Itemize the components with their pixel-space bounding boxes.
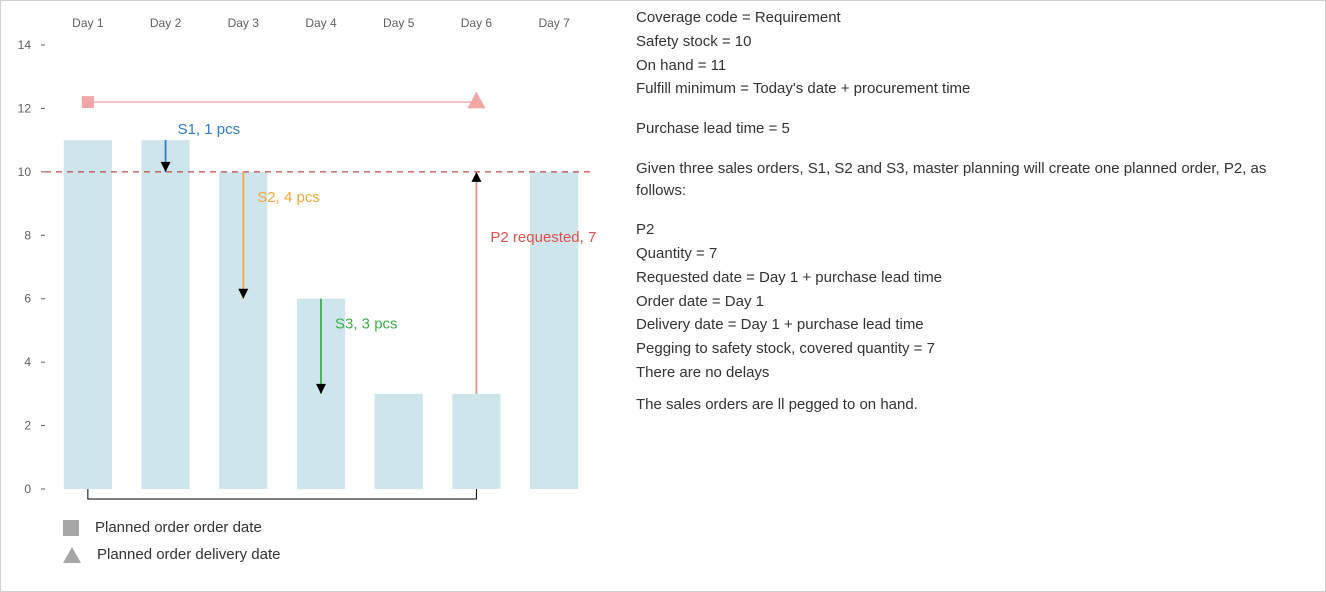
info-line: Fulfill minimum = Today's date + procure… bbox=[636, 78, 1315, 100]
info-p2-line: There are no delays bbox=[636, 362, 1315, 384]
chart-panel: 0 2 4 6 8 10 12 14 Day 1 Day 2 Day 3 Day 4 Day 5 Day … bbox=[1, 1, 626, 591]
legend-label: Planned order delivery date bbox=[97, 546, 280, 563]
svg-text:S2, 4 pcs: S2, 4 pcs bbox=[257, 189, 320, 206]
svg-text:Day 6: Day 6 bbox=[461, 16, 493, 30]
info-line: On hand = 11 bbox=[636, 55, 1315, 77]
info-p2-line: P2 bbox=[636, 219, 1315, 241]
legend-item-delivery-date: Planned order delivery date bbox=[63, 546, 626, 563]
info-given: Given three sales orders, S1, S2 and S3,… bbox=[636, 158, 1315, 202]
svg-text:12: 12 bbox=[18, 101, 32, 115]
svg-text:Day 2: Day 2 bbox=[150, 16, 182, 30]
inventory-chart: 0 2 4 6 8 10 12 14 Day 1 Day 2 Day 3 Day 4 Day 5 Day … bbox=[1, 9, 601, 519]
info-footer: The sales orders are ll pegged to on han… bbox=[636, 394, 1315, 416]
square-icon bbox=[63, 520, 79, 536]
svg-text:Day 5: Day 5 bbox=[383, 16, 415, 30]
legend-item-order-date: Planned order order date bbox=[63, 519, 626, 536]
info-panel: Coverage code = Requirement Safety stock… bbox=[626, 1, 1325, 591]
legend: Planned order order date Planned order d… bbox=[1, 519, 626, 563]
info-p2-line: Order date = Day 1 bbox=[636, 291, 1315, 313]
legend-label: Planned order order date bbox=[95, 519, 262, 536]
info-p2-line: Quantity = 7 bbox=[636, 243, 1315, 265]
svg-text:14: 14 bbox=[18, 38, 32, 52]
info-line: Coverage code = Requirement bbox=[636, 7, 1315, 29]
triangle-icon bbox=[63, 547, 81, 563]
svg-text:6: 6 bbox=[24, 292, 31, 306]
svg-text:S1, 1 pcs: S1, 1 pcs bbox=[178, 121, 241, 138]
svg-text:Day 7: Day 7 bbox=[538, 16, 570, 30]
info-p2-line: Delivery date = Day 1 + purchase lead ti… bbox=[636, 314, 1315, 336]
info-lead-time: Purchase lead time = 5 bbox=[636, 118, 1315, 140]
svg-text:8: 8 bbox=[24, 228, 31, 242]
svg-text:P2 requested, 7 p: P2 requested, 7 p bbox=[490, 229, 601, 246]
info-p2-line: Pegging to safety stock, covered quantit… bbox=[636, 338, 1315, 360]
svg-text:Day 3: Day 3 bbox=[228, 16, 260, 30]
info-p2-line: Requested date = Day 1 + purchase lead t… bbox=[636, 267, 1315, 289]
svg-text:S3, 3 pcs: S3, 3 pcs bbox=[335, 316, 398, 333]
svg-text:Day 4: Day 4 bbox=[305, 16, 337, 30]
svg-text:Day 1: Day 1 bbox=[72, 16, 104, 30]
svg-text:4: 4 bbox=[24, 355, 31, 369]
svg-text:10: 10 bbox=[18, 165, 32, 179]
svg-text:2: 2 bbox=[24, 419, 31, 433]
info-line: Safety stock = 10 bbox=[636, 31, 1315, 53]
svg-text:0: 0 bbox=[24, 482, 31, 496]
